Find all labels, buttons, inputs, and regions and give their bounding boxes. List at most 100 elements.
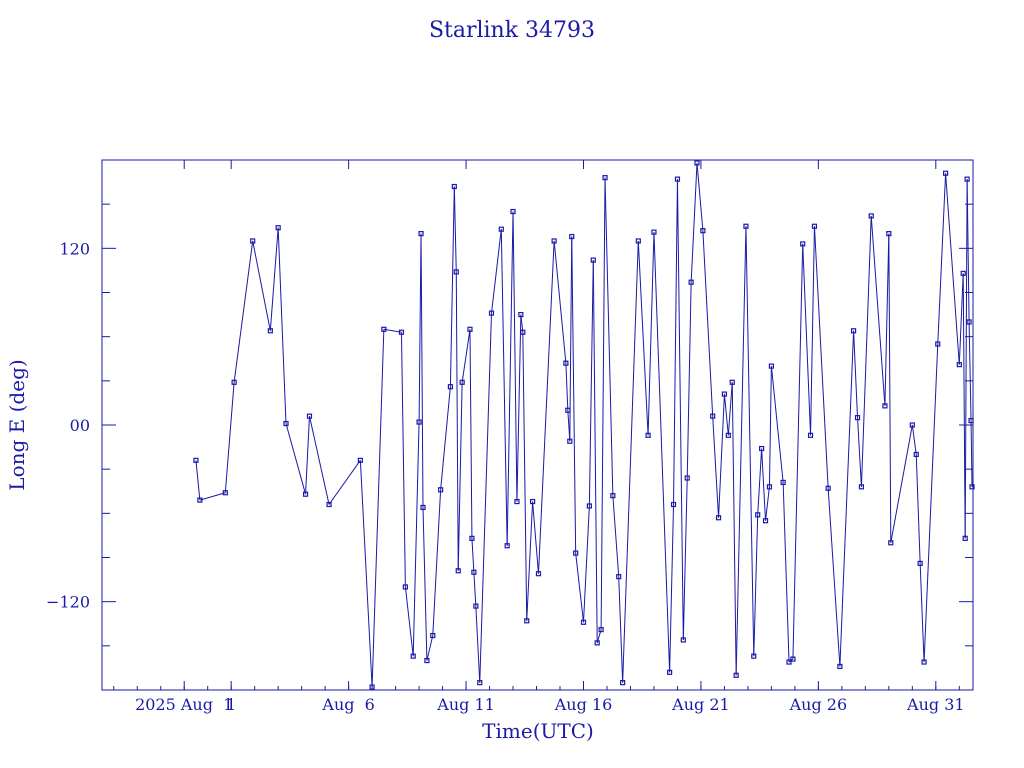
- series-segment: [890, 424, 913, 543]
- chart-title: Starlink 34793: [429, 18, 595, 43]
- series-segment: [753, 514, 759, 657]
- series-points: [193, 160, 975, 690]
- series-segment: [512, 211, 518, 502]
- series-segment: [479, 313, 493, 683]
- series-segment: [712, 416, 720, 518]
- series-segment: [686, 282, 692, 479]
- series-segment: [853, 330, 859, 418]
- series-segment: [224, 382, 235, 493]
- x-axis-ticks: 2025 Aug 11 Aug 6 Aug 11 Aug 16 Aug 21 Aug 26…: [113, 160, 965, 714]
- data-point-marker: [913, 451, 919, 458]
- x-tick-label: 1: [226, 695, 236, 714]
- series-segment: [839, 330, 855, 667]
- series-segment: [371, 329, 385, 688]
- series-segment: [500, 229, 508, 546]
- data-point-marker: [858, 484, 865, 490]
- series-segment: [526, 501, 534, 621]
- series-segment: [588, 260, 594, 506]
- data-point-marker: [594, 640, 600, 646]
- series-segment: [600, 177, 606, 630]
- data-point-marker: [535, 571, 542, 577]
- series-segment: [673, 179, 678, 505]
- data-point-marker: [567, 438, 573, 444]
- data-point-marker: [751, 653, 757, 659]
- series-segment: [328, 460, 361, 505]
- series-segment: [761, 448, 767, 521]
- series-segment: [404, 586, 414, 657]
- series-segment: [491, 229, 502, 314]
- data-point-marker: [530, 498, 536, 505]
- data-point-marker: [590, 257, 596, 263]
- series-segment: [884, 233, 890, 406]
- series-segment: [727, 382, 733, 436]
- series-segment: [359, 460, 373, 688]
- data-point-marker: [610, 493, 616, 499]
- series-segment: [195, 460, 201, 501]
- data-point-marker: [222, 490, 228, 496]
- data-point-marker: [715, 515, 722, 521]
- series-segment: [383, 328, 402, 333]
- series-segment: [622, 240, 639, 683]
- series-segment: [612, 495, 620, 577]
- data-point-marker: [743, 223, 749, 229]
- data-point-marker: [455, 568, 461, 574]
- data-point-marker: [710, 413, 716, 419]
- data-point-marker: [306, 413, 313, 419]
- series-segment: [915, 454, 921, 564]
- series-segment: [813, 226, 829, 489]
- data-point-marker: [551, 238, 557, 244]
- data-point-marker: [598, 627, 604, 633]
- series-segment: [870, 215, 886, 406]
- data-point-marker: [398, 329, 405, 335]
- series-segment: [582, 505, 590, 623]
- data-point-marker: [620, 680, 626, 686]
- series-segment: [770, 366, 784, 483]
- series-segment: [269, 227, 279, 331]
- series-segment: [792, 243, 804, 660]
- series-segment: [571, 236, 577, 554]
- series-segment: [962, 273, 966, 539]
- series-segment: [702, 230, 714, 417]
- data-point-marker: [416, 419, 422, 425]
- series-segment: [923, 344, 939, 663]
- data-point-marker: [762, 518, 769, 524]
- series-segment: [888, 233, 892, 543]
- series-segment: [810, 226, 815, 436]
- data-point-marker: [960, 270, 966, 276]
- data-point-marker: [424, 657, 430, 664]
- series-segment: [569, 236, 573, 442]
- data-point-marker: [283, 420, 289, 427]
- x-tick-label: Aug 26: [789, 695, 848, 714]
- series-segment: [453, 186, 457, 272]
- series-lines: [195, 162, 973, 688]
- data-point-marker: [868, 213, 874, 219]
- series-segment: [461, 329, 471, 383]
- data-point-marker: [418, 231, 424, 237]
- data-point-marker: [962, 535, 968, 541]
- data-point-marker: [700, 228, 706, 234]
- data-point-marker: [670, 501, 677, 508]
- series-segment: [426, 635, 434, 661]
- series-segment: [647, 232, 655, 436]
- data-point-marker: [733, 672, 739, 678]
- y-tick-label: 00: [70, 416, 90, 435]
- x-tick-label: Aug 21: [671, 695, 730, 714]
- data-point-marker: [326, 501, 332, 508]
- series-segment: [718, 394, 725, 518]
- series-segment: [412, 422, 420, 657]
- data-point-marker: [635, 238, 641, 244]
- data-point-marker: [667, 669, 673, 675]
- series-segment: [966, 179, 970, 322]
- series-segment: [233, 240, 254, 383]
- series-segment: [745, 226, 755, 657]
- data-point-marker: [790, 656, 796, 662]
- series-segment: [537, 240, 555, 574]
- data-point-marker: [569, 233, 575, 240]
- x-tick-label: Aug 16: [554, 695, 613, 714]
- series-segment: [945, 173, 960, 365]
- data-point-marker: [510, 208, 516, 215]
- series-segment: [768, 366, 772, 487]
- data-point-marker: [888, 540, 894, 546]
- series-segment: [252, 240, 271, 331]
- data-point-marker: [565, 407, 571, 413]
